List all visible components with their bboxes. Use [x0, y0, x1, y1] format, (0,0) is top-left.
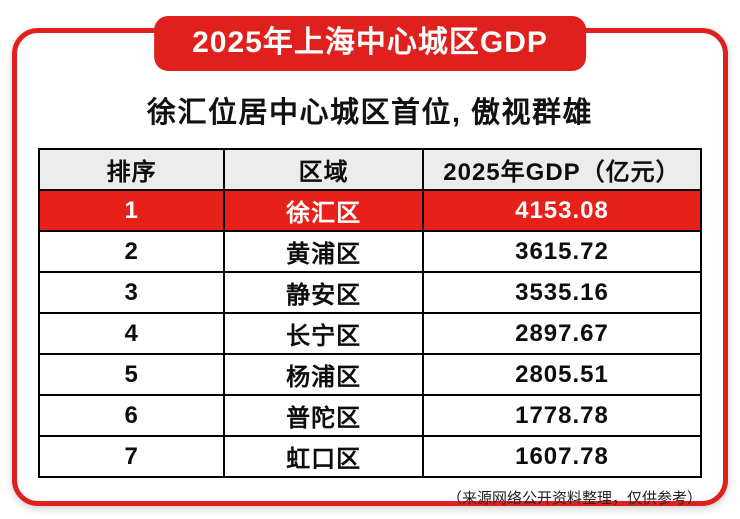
gdp-cell: 4153.08: [421, 189, 703, 232]
subtitle: 徐汇位居中心城区首位, 傲视群雄: [146, 97, 594, 129]
district-cell: 静安区: [223, 271, 424, 314]
header-gdp: 2025年GDP（亿元）: [421, 148, 703, 191]
district-cell: 长宁区: [223, 312, 424, 355]
table-row: 2 黄浦区 3615.72: [37, 230, 703, 273]
header-district: 区域: [223, 148, 424, 191]
page-title: 2025年上海中心城区GDP: [192, 26, 548, 59]
district-cell: 虹口区: [223, 435, 424, 478]
table-row: 6 普陀区 1778.78: [37, 394, 703, 437]
gdp-cell: 2897.67: [421, 312, 703, 355]
source-note: （来源网络公开资料整理，仅供参考）: [446, 490, 702, 507]
district-cell: 普陀区: [223, 394, 424, 437]
rank-cell: 1: [37, 189, 226, 232]
table-header-row: 排序 区域 2025年GDP（亿元）: [37, 148, 703, 191]
gdp-cell: 2805.51: [421, 353, 703, 396]
district-cell: 杨浦区: [223, 353, 424, 396]
gdp-table: 排序 区域 2025年GDP（亿元） 1 徐汇区 4153.08 2 黄浦区 3…: [37, 148, 703, 478]
table-row: 7 虹口区 1607.78: [37, 435, 703, 478]
gdp-cell: 3535.16: [421, 271, 703, 314]
gdp-cell: 3615.72: [421, 230, 703, 273]
table-row: 4 长宁区 2897.67: [37, 312, 703, 355]
rank-cell: 2: [37, 230, 226, 273]
rank-cell: 7: [37, 435, 226, 478]
district-cell: 徐汇区: [223, 189, 424, 232]
gdp-cell: 1778.78: [421, 394, 703, 437]
infographic-card: 2025年上海中心城区GDP 徐汇位居中心城区首位, 傲视群雄 排序 区域 20…: [12, 16, 728, 507]
table-row: 3 静安区 3535.16: [37, 271, 703, 314]
title-banner: 2025年上海中心城区GDP: [154, 16, 586, 71]
gdp-cell: 1607.78: [421, 435, 703, 478]
rank-cell: 3: [37, 271, 226, 314]
rank-cell: 6: [37, 394, 226, 437]
header-rank: 排序: [37, 148, 226, 191]
rank-cell: 5: [37, 353, 226, 396]
rank-cell: 4: [37, 312, 226, 355]
table-row: 1 徐汇区 4153.08: [37, 189, 703, 232]
district-cell: 黄浦区: [223, 230, 424, 273]
table-row: 5 杨浦区 2805.51: [37, 353, 703, 396]
